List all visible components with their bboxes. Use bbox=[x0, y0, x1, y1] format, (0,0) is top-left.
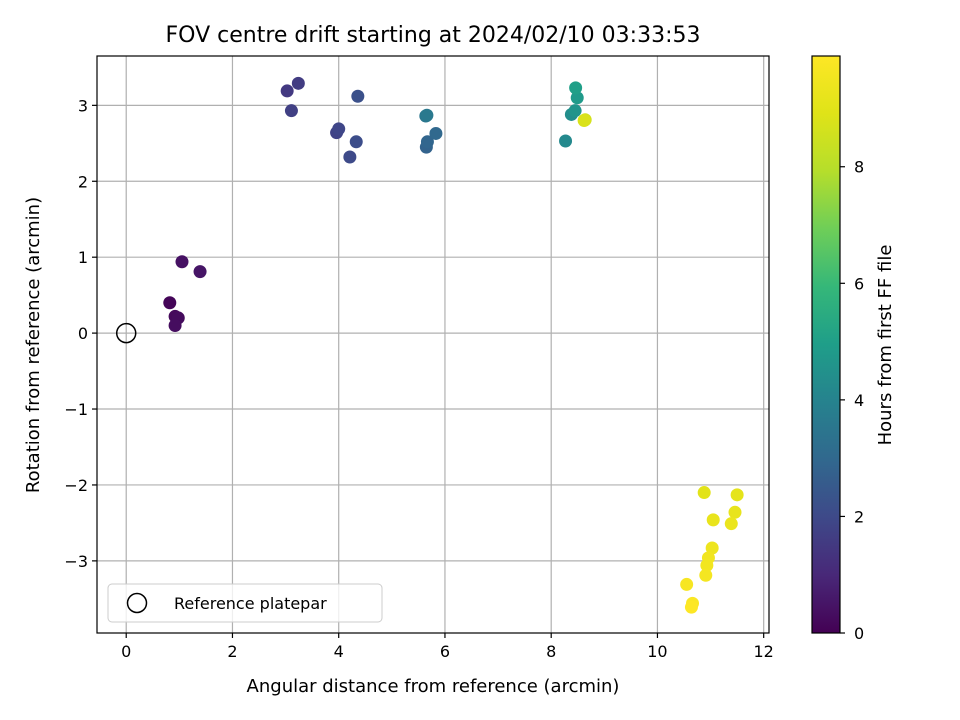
scatter-point bbox=[349, 135, 363, 149]
scatter-point bbox=[420, 135, 434, 149]
scatter-point bbox=[280, 84, 294, 98]
scatter-point bbox=[728, 505, 742, 519]
colorbar: 0 2 4 6 8 Hours from first FF file bbox=[811, 55, 896, 643]
scatter-point bbox=[351, 89, 365, 103]
y-tick-label: −3 bbox=[64, 552, 88, 571]
colorbar-tick-label: 4 bbox=[854, 391, 864, 410]
x-axis-ticks: 0 2 4 6 8 10 12 bbox=[121, 633, 774, 661]
scatter-point bbox=[724, 517, 738, 531]
legend: Reference platepar bbox=[107, 583, 383, 623]
x-tick-label: 0 bbox=[121, 642, 131, 661]
legend-box bbox=[107, 583, 383, 623]
scatter-point bbox=[429, 126, 443, 140]
x-axis-label: Angular distance from reference (arcmin) bbox=[247, 676, 620, 697]
plot-frame bbox=[96, 55, 770, 634]
scatter-point bbox=[175, 255, 189, 269]
x-tick-label: 6 bbox=[440, 642, 450, 661]
scatter-point bbox=[568, 104, 582, 118]
y-tick-label: −2 bbox=[64, 476, 88, 495]
colorbar-tick-label: 0 bbox=[854, 624, 864, 643]
scatter-point bbox=[193, 265, 207, 279]
colorbar-ticks: 0 2 4 6 8 bbox=[840, 158, 864, 643]
y-tick-label: 1 bbox=[78, 248, 88, 267]
y-tick-label: 3 bbox=[78, 96, 88, 115]
scatter-point bbox=[420, 108, 434, 122]
chart-title: FOV centre drift starting at 2024/02/10 … bbox=[166, 23, 701, 48]
scatter-point bbox=[163, 296, 177, 310]
scatter-point bbox=[697, 486, 711, 500]
y-axis-label: Rotation from reference (arcmin) bbox=[23, 197, 44, 493]
scatter-point bbox=[291, 76, 305, 90]
scatter-point bbox=[706, 513, 720, 527]
y-tick-label: −1 bbox=[64, 400, 88, 419]
x-tick-label: 8 bbox=[546, 642, 556, 661]
x-tick-label: 10 bbox=[647, 642, 667, 661]
scatter-point bbox=[168, 319, 182, 333]
colorbar-tick-label: 6 bbox=[854, 274, 864, 293]
reference-platepar-marker bbox=[115, 322, 137, 344]
y-axis-ticks: −3 −2 −1 0 1 2 3 bbox=[64, 96, 97, 571]
x-tick-label: 4 bbox=[334, 642, 344, 661]
colorbar-gradient bbox=[811, 55, 841, 634]
legend-marker bbox=[126, 592, 148, 614]
x-tick-label: 2 bbox=[227, 642, 237, 661]
scatter-point bbox=[570, 91, 584, 105]
x-tick-label: 12 bbox=[754, 642, 774, 661]
scatter-point bbox=[343, 150, 357, 164]
y-tick-label: 0 bbox=[78, 324, 88, 343]
grid bbox=[97, 56, 769, 633]
scatter-point bbox=[684, 600, 698, 614]
legend-entry-label: Reference platepar bbox=[174, 594, 327, 613]
colorbar-tick-label: 8 bbox=[854, 158, 864, 177]
scatter-point bbox=[680, 577, 694, 591]
scatter-point bbox=[699, 568, 713, 582]
scatter-point bbox=[730, 488, 744, 502]
scatter-point bbox=[700, 558, 714, 572]
y-tick-label: 2 bbox=[78, 172, 88, 191]
scatter-point bbox=[559, 134, 573, 148]
colorbar-label: Hours from first FF file bbox=[875, 245, 896, 446]
scatter-point bbox=[569, 81, 583, 95]
scatter-point bbox=[332, 122, 346, 136]
scatter-points bbox=[163, 76, 744, 614]
colorbar-tick-label: 2 bbox=[854, 507, 864, 526]
scatter-point bbox=[577, 114, 591, 128]
scatter-point bbox=[284, 104, 298, 118]
scatter-point bbox=[705, 541, 719, 555]
